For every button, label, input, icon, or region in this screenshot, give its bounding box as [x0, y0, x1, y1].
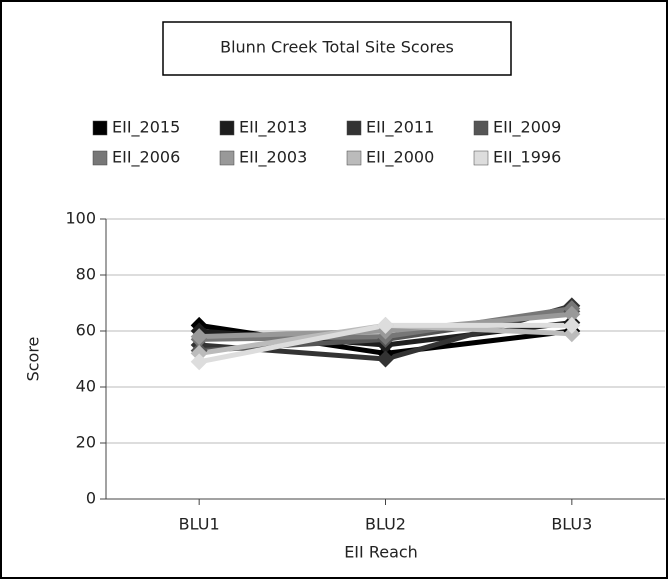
legend-swatch	[473, 120, 489, 136]
title-box	[162, 21, 512, 76]
x-tick-label: BLU2	[365, 515, 406, 534]
legend-label: EII_2006	[112, 148, 180, 168]
legend-label: EII_2013	[239, 118, 307, 138]
legend-swatch	[346, 120, 362, 136]
legend-label: EII_2015	[112, 118, 180, 138]
y-axis-label: Score	[24, 337, 43, 382]
point-marker	[190, 353, 208, 371]
chart-title: Blunn Creek Total Site Scores	[220, 38, 454, 57]
point-marker	[563, 305, 581, 323]
legend-swatch	[92, 150, 108, 166]
legend-swatch	[219, 120, 235, 136]
legend-swatch	[219, 150, 235, 166]
y-tick-label: 40	[76, 377, 96, 396]
legend-label: EII_1996	[493, 148, 561, 168]
point-marker	[563, 316, 581, 334]
point-marker	[377, 316, 394, 334]
x-axis-label: EII Reach	[344, 543, 418, 562]
legend-label: EII_2009	[493, 118, 561, 138]
legend-label: EII_2011	[366, 118, 434, 138]
y-tick-label: 60	[76, 321, 96, 340]
y-tick-label: 0	[86, 489, 96, 508]
y-tick-label: 80	[76, 265, 96, 284]
legend-label: EII_2003	[239, 148, 307, 168]
legend-swatch	[473, 150, 489, 166]
legend-swatch	[346, 150, 362, 166]
x-tick-label: BLU3	[551, 515, 592, 534]
x-tick-label: BLU1	[179, 515, 220, 534]
point-marker	[377, 350, 394, 368]
legend-label: EII_2000	[366, 148, 434, 168]
point-marker	[190, 328, 208, 346]
y-tick-label: 100	[65, 209, 96, 228]
y-tick-label: 20	[76, 433, 96, 452]
legend-swatch	[92, 120, 108, 136]
